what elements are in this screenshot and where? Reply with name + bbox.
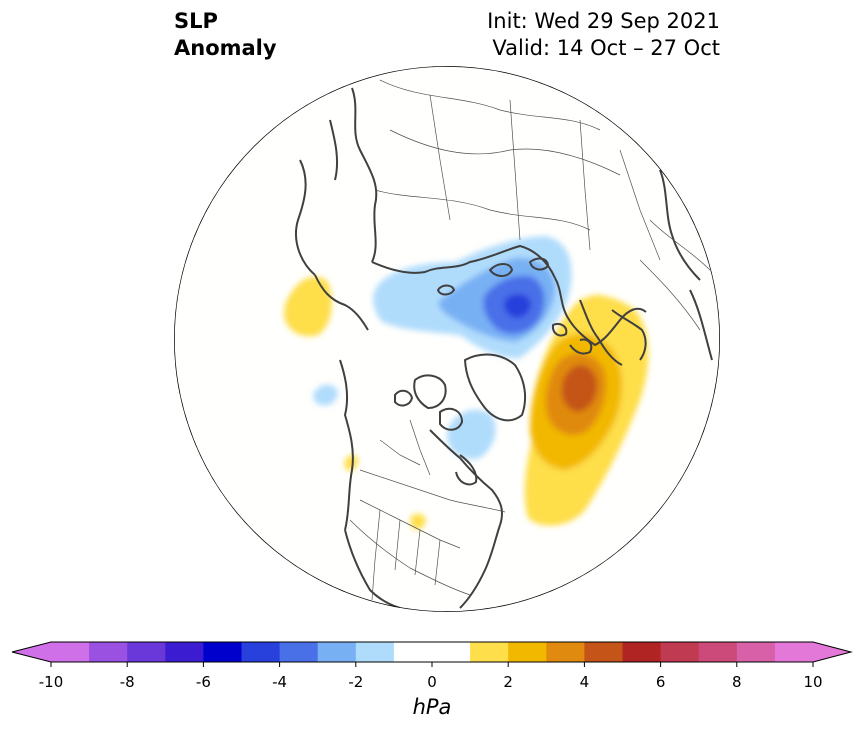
colorbar-segment	[165, 642, 204, 662]
colorbar-unit: hPa	[412, 695, 452, 719]
colorbar-tick-label: 4	[579, 673, 590, 691]
positive-anomaly-atlantic-core	[561, 365, 598, 412]
map-title-line1: SLP	[174, 9, 218, 33]
map-title: SLP Anomaly	[174, 8, 277, 62]
colorbar-segment	[546, 642, 585, 662]
colorbar-extend-max	[813, 642, 851, 662]
colorbar-tick-label: 2	[503, 673, 513, 691]
colorbar-tick-label: -8	[119, 673, 135, 691]
colorbar-tick-label: -6	[195, 673, 211, 691]
colorbar-segment	[774, 642, 814, 662]
colorbar-segment	[584, 642, 623, 662]
colorbar-extend-min	[12, 642, 51, 662]
map-title-line2: Anomaly	[174, 36, 277, 60]
colorbar-tick-label: 8	[732, 673, 742, 691]
colorbar-tick-label: -2	[348, 673, 364, 691]
colorbar-segment	[51, 642, 90, 662]
colorbar-segment	[203, 642, 242, 662]
negative-anomaly-gulf-alaska	[313, 384, 338, 406]
colorbar-segment	[241, 642, 281, 662]
colorbar-segment	[279, 642, 319, 662]
coastlines	[294, 87, 713, 609]
negative-anomaly-canadian-arctic	[446, 409, 496, 460]
colorbar-segment	[317, 642, 357, 662]
colorbar-segment	[660, 642, 700, 662]
anomaly-shading	[284, 236, 649, 530]
colorbar-segment	[432, 642, 471, 662]
colorbar-segments	[11, 641, 853, 663]
positive-anomaly-bering	[284, 276, 332, 337]
colorbar-segment	[127, 642, 166, 662]
negative-anomaly-siberia-core	[504, 294, 531, 318]
polar-map	[174, 66, 720, 612]
colorbar-tick-label: 0	[427, 673, 437, 691]
colorbar-tick-label: 10	[803, 673, 823, 691]
valid-range: Valid: 14 Oct – 27 Oct	[492, 36, 720, 60]
colorbar-segment	[622, 642, 662, 662]
colorbar-segment	[736, 642, 776, 662]
borders	[349, 79, 711, 601]
colorbar-segment	[355, 642, 395, 662]
init-date: Init: Wed 29 Sep 2021	[487, 9, 720, 33]
colorbar-tick-label: 6	[655, 673, 666, 691]
run-info: Init: Wed 29 Sep 2021 Valid: 14 Oct – 27…	[487, 8, 720, 62]
positive-anomaly-midwest	[410, 513, 426, 530]
colorbar-tick-label: -4	[272, 673, 288, 691]
colorbar-segment	[698, 642, 738, 662]
colorbar-segment	[508, 642, 547, 662]
colorbar-tick-label: -10	[38, 673, 64, 691]
positive-anomaly-alaska-coast	[344, 454, 358, 471]
colorbar-segment	[470, 642, 509, 662]
colorbar-ticks	[50, 662, 814, 667]
colorbar-segment	[393, 642, 433, 662]
colorbar-segment	[89, 642, 128, 662]
positive-anomaly-scandinavia	[584, 294, 613, 328]
